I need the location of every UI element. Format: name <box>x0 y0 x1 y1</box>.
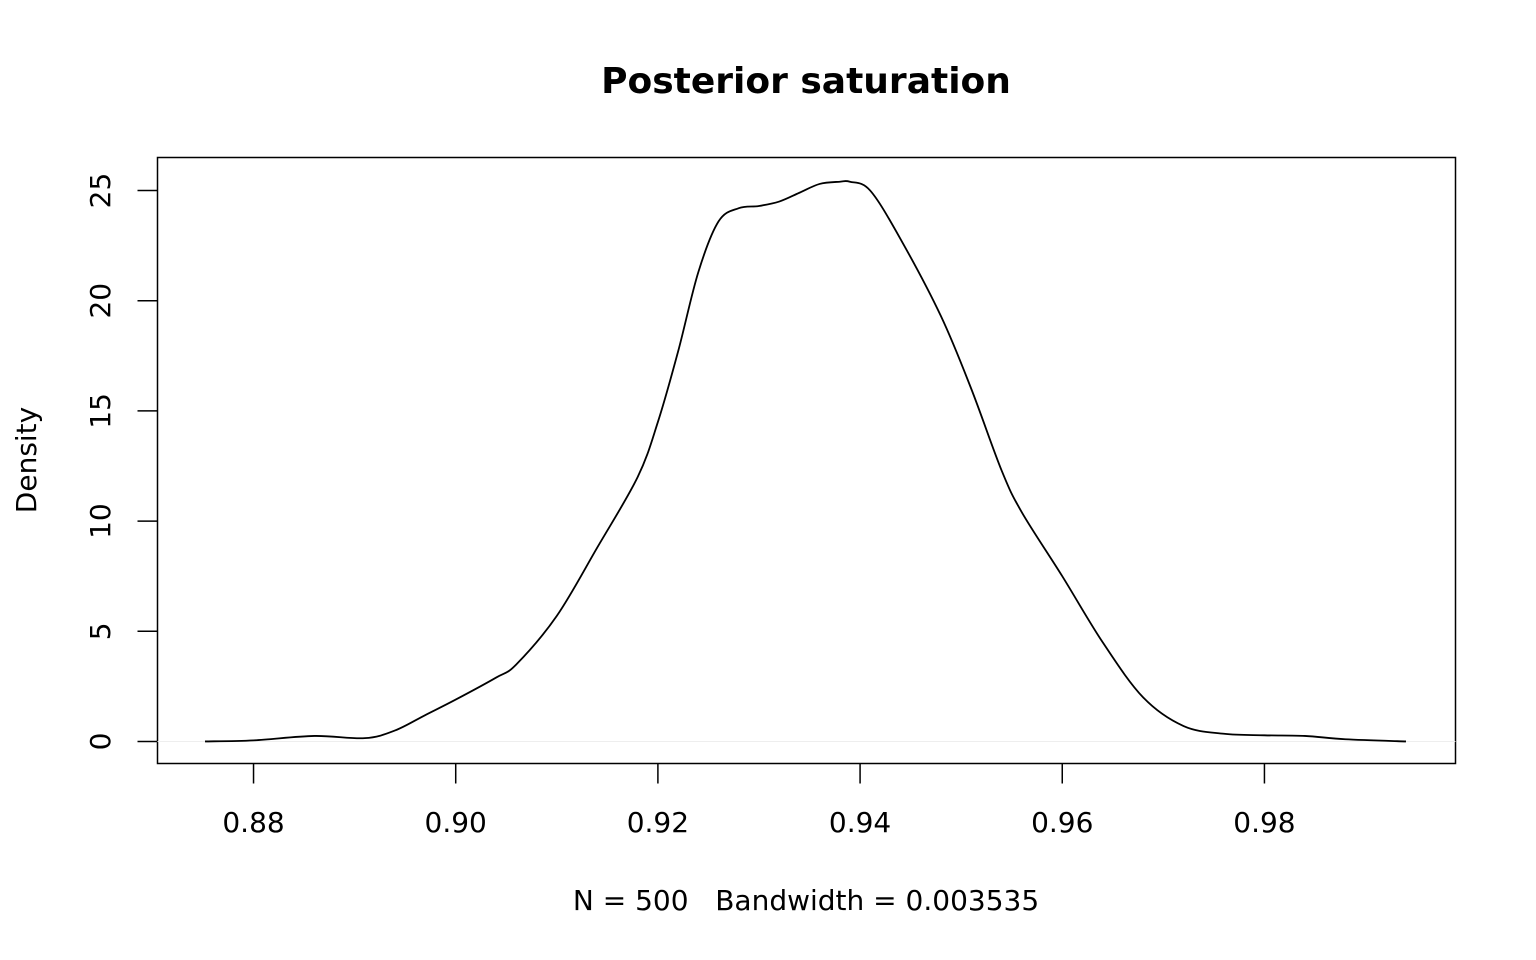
y-tick-label: 15 <box>84 393 117 429</box>
x-tick-label: 0.96 <box>1031 806 1093 839</box>
y-tick-label: 5 <box>84 622 117 640</box>
x-tick-label: 0.88 <box>222 806 284 839</box>
y-axis-label: Density <box>10 407 43 513</box>
y-tick-label: 25 <box>84 173 117 209</box>
x-tick-label: 0.94 <box>829 806 891 839</box>
x-axis: 0.88 0.90 0.92 0.94 0.96 0.98 <box>222 763 1296 839</box>
y-tick-label: 10 <box>84 503 117 539</box>
y-axis: 0 5 10 15 20 25 <box>84 173 158 751</box>
x-tick-label: 0.98 <box>1233 806 1295 839</box>
x-tick-label: 0.90 <box>425 806 487 839</box>
x-axis-label: N = 500 Bandwidth = 0.003535 <box>573 884 1039 917</box>
density-curve <box>204 180 1407 743</box>
y-tick-label: 0 <box>84 733 117 751</box>
y-tick-label: 20 <box>84 283 117 319</box>
x-tick-label: 0.92 <box>627 806 689 839</box>
plot-frame <box>156 156 1457 765</box>
chart-title: Posterior saturation <box>601 61 1011 102</box>
